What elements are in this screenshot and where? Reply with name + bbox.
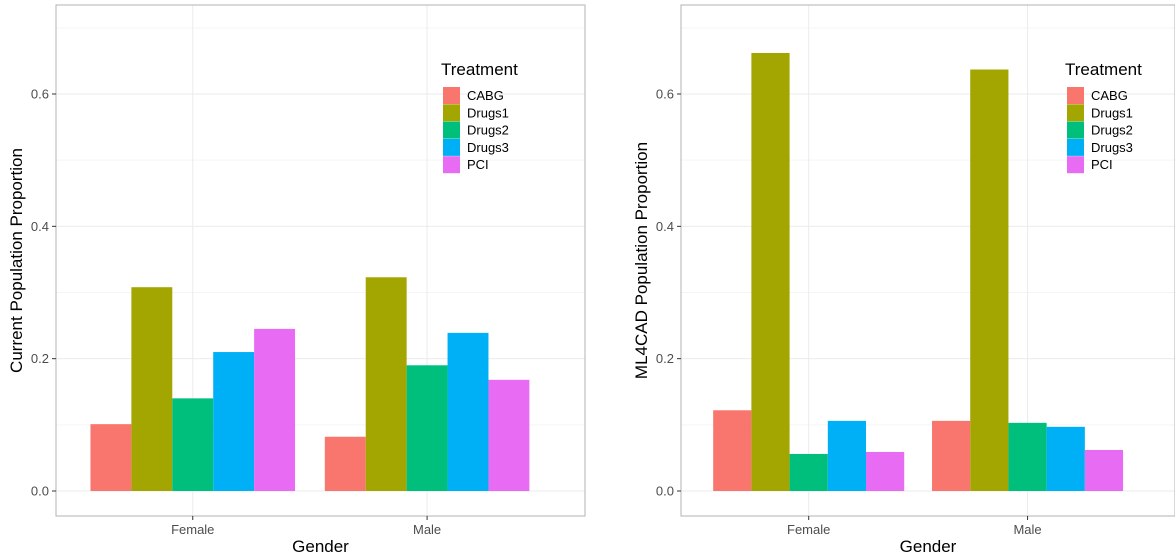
legend-swatch-cabg <box>1067 87 1084 104</box>
y-axis-title: Current Population Proportion <box>7 148 26 373</box>
legend-label-cabg: CABG <box>1091 88 1128 103</box>
bar-pci-male <box>1084 449 1124 491</box>
y-tick-label: 0.2 <box>656 351 674 366</box>
legend-label-drugs3: Drugs3 <box>467 140 509 155</box>
y-axis-title: ML4CAD Population Proportion <box>632 142 651 379</box>
y-tick-label: 0.2 <box>31 351 49 366</box>
legend-label-pci: PCI <box>467 157 489 172</box>
bar-drugs3-female <box>213 352 255 491</box>
y-tick-label: 0.0 <box>31 484 49 499</box>
bar-drugs1-male <box>365 277 407 491</box>
bar-pci-female <box>254 328 296 491</box>
y-tick-label: 0.6 <box>31 87 49 102</box>
y-tick-label: 0.4 <box>31 219 49 234</box>
legend: Treatment CABG Drugs1 Drugs2 Drugs3 PCI <box>1065 60 1142 174</box>
legend-swatch-drugs2 <box>443 121 460 139</box>
legend: Treatment CABG Drugs1 Drugs2 Drugs3 PCI <box>441 60 518 174</box>
bar-drugs2-male <box>406 365 448 491</box>
bar-pci-female <box>866 451 905 491</box>
bar-pci-male <box>488 379 530 491</box>
bar-drugs3-male <box>1046 426 1085 491</box>
legend-swatch-pci <box>1067 156 1084 174</box>
bar-drugs1-female <box>751 52 790 492</box>
bar-cabg-male <box>324 436 366 491</box>
legend-title: Treatment <box>1065 60 1142 79</box>
bar-drugs3-female <box>827 420 867 491</box>
legend-label-drugs2: Drugs2 <box>1091 123 1133 138</box>
panel-border <box>55 4 586 517</box>
bar-drugs2-female <box>172 398 214 491</box>
bar-drugs1-female <box>131 287 173 491</box>
chart-panel-1: 0.0 0.2 0.4 0.6 Female Male Gender Current Popu… <box>7 4 586 556</box>
legend-swatch-drugs1 <box>443 104 460 122</box>
legend-label-drugs3: Drugs3 <box>1091 140 1133 155</box>
legend-swatch-drugs1 <box>1067 104 1084 122</box>
x-axis-title: Gender <box>292 537 349 556</box>
x-tick-label: Male <box>1013 522 1041 537</box>
x-tick-label: Female <box>787 522 830 537</box>
y-tick-label: 0.4 <box>656 219 674 234</box>
legend-swatch-pci <box>443 156 460 174</box>
chart-panel-2: 0.0 0.2 0.4 0.6 Female Male Gender ML4CAD Popul… <box>632 4 1175 556</box>
bar-drugs3-male <box>447 332 489 491</box>
legend-swatch-drugs3 <box>1067 138 1084 156</box>
bar-cabg-female <box>90 424 132 491</box>
bar-drugs2-female <box>789 453 828 491</box>
bar-cabg-male <box>932 420 971 491</box>
legend-label-drugs2: Drugs2 <box>467 123 509 138</box>
panel-border <box>680 4 1175 517</box>
y-tick-label: 0.6 <box>656 87 674 102</box>
legend-label-drugs1: Drugs1 <box>467 105 509 120</box>
bar-drugs2-male <box>1008 422 1047 491</box>
legend-label-pci: PCI <box>1091 157 1113 172</box>
legend-swatch-drugs3 <box>443 138 460 156</box>
legend-swatch-cabg <box>443 87 460 104</box>
x-tick-label: Female <box>171 522 214 537</box>
bar-cabg-female <box>713 410 752 491</box>
x-tick-label: Male <box>413 522 441 537</box>
legend-label-cabg: CABG <box>467 88 504 103</box>
x-axis-title: Gender <box>900 537 957 556</box>
y-tick-label: 0.0 <box>656 484 674 499</box>
legend-swatch-drugs2 <box>1067 121 1084 139</box>
bar-drugs1-male <box>970 69 1009 491</box>
legend-label-drugs1: Drugs1 <box>1091 105 1133 120</box>
legend-title: Treatment <box>441 60 518 79</box>
